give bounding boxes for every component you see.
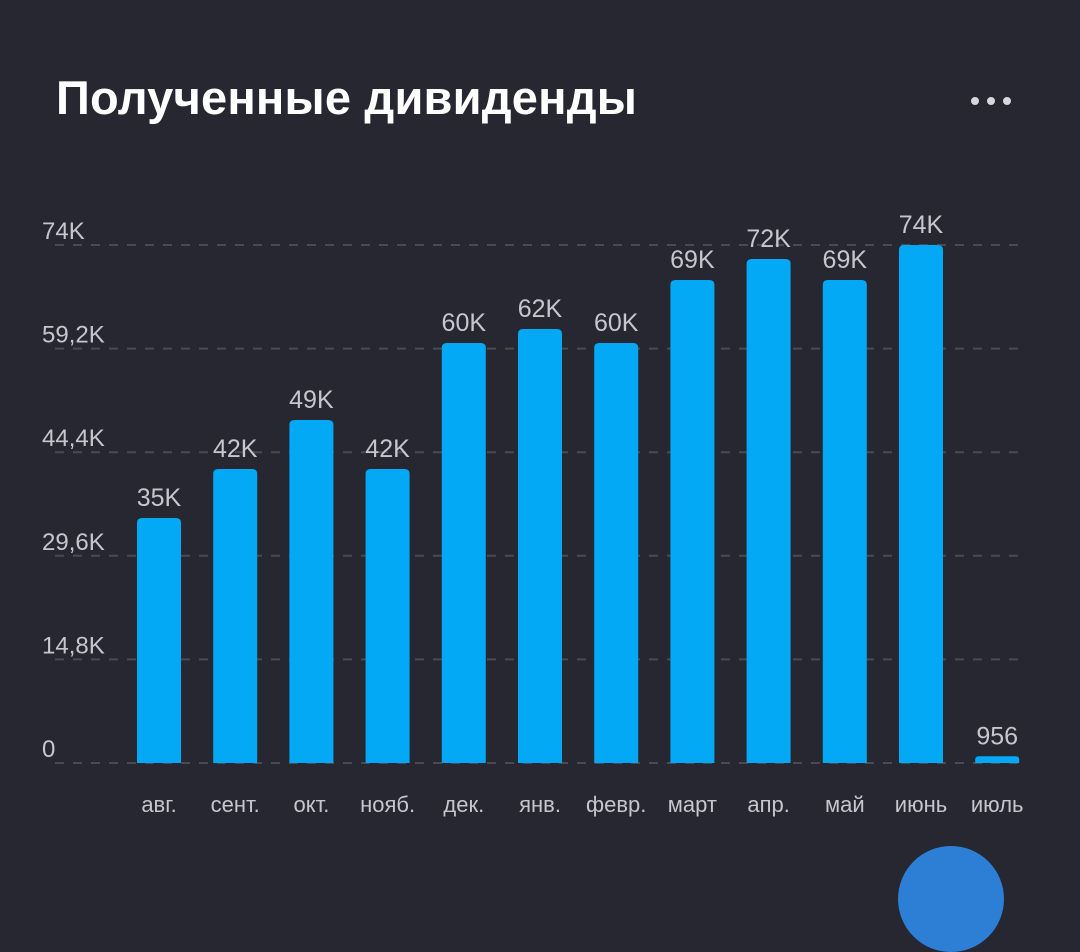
- data-label: 62K: [518, 295, 563, 323]
- data-label: 35K: [137, 484, 182, 512]
- data-label: 74K: [899, 211, 944, 239]
- bar: [365, 469, 410, 763]
- y-tick-label: 74K: [42, 218, 85, 245]
- bar: [822, 280, 867, 763]
- more-dot: [987, 97, 995, 105]
- bar: [670, 280, 715, 763]
- data-label: 49K: [289, 386, 334, 414]
- floating-action-button[interactable]: [898, 846, 1004, 952]
- x-tick-label: апр.: [747, 792, 790, 817]
- y-tick-label: 59,2K: [42, 322, 105, 349]
- bar: [899, 245, 943, 763]
- x-tick-label: июнь: [895, 792, 947, 817]
- more-options-button[interactable]: [960, 86, 1022, 116]
- chart-title: Полученные дивиденды: [56, 71, 638, 124]
- x-tick-label: сент.: [211, 792, 260, 817]
- data-label: 956: [976, 722, 1018, 750]
- x-tick-label: май: [825, 792, 865, 817]
- more-dot: [1003, 97, 1011, 105]
- bar: [441, 343, 486, 763]
- bar: [746, 259, 791, 763]
- x-tick-label: дек.: [443, 792, 484, 817]
- bar: [975, 756, 1020, 763]
- x-tick-label: янв.: [519, 792, 561, 817]
- x-tick-label: окт.: [293, 792, 329, 817]
- x-tick-label: февр.: [586, 792, 646, 817]
- x-tick-label: нояб.: [360, 792, 415, 817]
- bar: [137, 518, 181, 763]
- dividends-bar-chart: 0 14,8K 29,6K 44,4K 59,2K 74K 35K авг. 42K сент. 4…: [42, 211, 1026, 817]
- more-horizontal-icon: [971, 97, 979, 105]
- data-label: 72K: [746, 225, 791, 253]
- bar: [518, 329, 562, 763]
- data-label: 60K: [594, 309, 639, 337]
- bar: [594, 343, 639, 763]
- y-tick-label: 44,4K: [42, 425, 105, 452]
- data-label: 42K: [213, 435, 258, 463]
- data-label: 42K: [365, 435, 410, 463]
- data-label: 60K: [442, 309, 487, 337]
- y-tick-label: 0: [42, 736, 55, 763]
- data-label: 69K: [823, 246, 868, 274]
- x-tick-label: авг.: [141, 792, 176, 817]
- bar: [289, 420, 334, 763]
- bar: [213, 469, 258, 763]
- data-label: 69K: [670, 246, 715, 274]
- x-tick-label: июль: [971, 792, 1024, 817]
- x-tick-label: март: [668, 792, 717, 817]
- y-tick-label: 29,6K: [42, 529, 105, 556]
- y-tick-label: 14,8K: [42, 632, 105, 659]
